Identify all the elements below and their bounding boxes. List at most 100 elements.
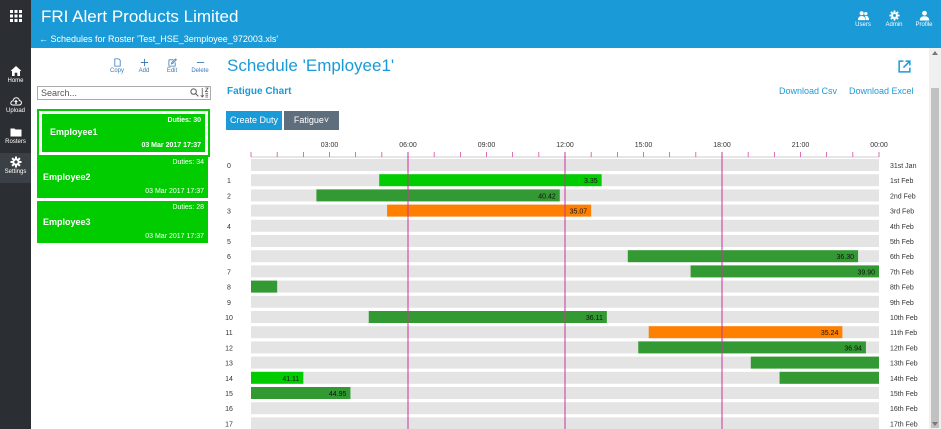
app-title: FRI Alert Products Limited — [41, 7, 239, 26]
row-background — [251, 356, 879, 369]
add-button[interactable]: Add — [132, 58, 156, 74]
row-background — [251, 311, 879, 323]
nav-upload[interactable]: Upload — [0, 92, 31, 122]
row-date-label: 1st Feb — [890, 178, 913, 185]
scroll-down-arrow-icon[interactable] — [932, 422, 938, 426]
row-index-label: 13 — [225, 361, 233, 368]
row-date-label: 2nd Feb — [890, 193, 916, 200]
users-icon — [857, 11, 869, 21]
plus-icon — [140, 58, 148, 67]
row-index-label: 12 — [225, 345, 233, 352]
employee-card-2[interactable]: Duties: 34 Employee2 03 Mar 2017 17:37 — [37, 156, 208, 198]
vertical-scrollbar[interactable] — [929, 48, 941, 429]
home-icon — [10, 66, 21, 76]
scrollbar-thumb[interactable] — [931, 88, 939, 428]
profile-icon — [919, 10, 929, 21]
row-date-label: 9th Feb — [890, 300, 914, 307]
duty-bar — [368, 311, 607, 323]
profile-button[interactable]: Profile — [911, 10, 937, 28]
row-index-label: 5 — [227, 239, 231, 246]
row-date-label: 10th Feb — [890, 315, 918, 322]
employee-card-3[interactable]: Duties: 28 Employee3 03 Mar 2017 17:37 — [37, 201, 208, 243]
search-icon[interactable] — [190, 88, 199, 97]
row-index-label: 8 — [227, 285, 231, 292]
row-index-label: 0 — [227, 163, 231, 170]
delete-button[interactable]: Delete — [188, 58, 212, 74]
download-excel-link[interactable]: Download Excel — [849, 86, 914, 96]
row-index-label: 9 — [227, 300, 231, 307]
nav-home[interactable]: Home — [0, 62, 31, 92]
employee-name: Employee1 — [50, 127, 98, 137]
row-date-label: 7th Feb — [890, 269, 914, 276]
chevron-down-icon: ˅ — [323, 115, 330, 125]
scroll-up-arrow-icon[interactable] — [932, 51, 938, 55]
employee-name: Employee3 — [43, 217, 91, 227]
duty-bar-label: 35.24 — [821, 330, 839, 337]
users-button[interactable]: Users — [850, 10, 876, 28]
admin-label: Admin — [885, 22, 903, 28]
employee-card-1[interactable]: Duties: 30 Employee1 03 Mar 2017 17:37 — [37, 109, 210, 157]
row-index-label: 17 — [225, 421, 233, 428]
row-background — [251, 295, 879, 308]
edit-icon — [167, 58, 177, 67]
create-duty-button[interactable]: Create Duty — [226, 111, 282, 130]
row-date-label: 13th Feb — [890, 361, 918, 368]
edit-label: Edit — [166, 68, 178, 74]
row-background — [251, 265, 879, 278]
sort-icon[interactable] — [200, 87, 209, 98]
row-date-label: 4th Feb — [890, 224, 914, 231]
nav-settings[interactable]: Settings — [0, 153, 31, 183]
download-csv-link[interactable]: Download Csv — [779, 86, 838, 96]
row-background — [251, 235, 879, 247]
breadcrumb-back-link[interactable]: ← Schedules for Roster 'Test_HSE_3employ… — [39, 34, 279, 44]
time-tick-label: 12:00 — [556, 142, 574, 149]
row-background — [251, 280, 879, 293]
row-date-label: 12th Feb — [890, 345, 918, 352]
left-nav: Home Upload Rosters Settings — [0, 0, 31, 429]
duty-bar — [750, 356, 879, 369]
nav-rosters[interactable]: Rosters — [0, 123, 31, 153]
row-date-label: 3rd Feb — [890, 209, 914, 216]
row-background — [251, 174, 879, 187]
duty-bar-label: 40.42 — [538, 193, 556, 200]
row-date-label: 17th Feb — [890, 421, 918, 428]
fatigue-select[interactable]: Fatigue˅ — [284, 111, 339, 130]
open-external-icon[interactable] — [897, 59, 912, 74]
settings-icon — [10, 156, 21, 168]
row-index-label: 10 — [225, 315, 233, 322]
row-date-label: 11th Feb — [890, 330, 917, 337]
copy-icon — [113, 58, 121, 67]
edit-button[interactable]: Edit — [160, 58, 184, 74]
duty-bar-label: 36.11 — [586, 315, 603, 322]
duty-bar-label: 36.94 — [844, 345, 862, 352]
nav-home-label: Home — [7, 78, 24, 84]
time-tick-label: 06:00 — [399, 142, 417, 149]
row-background — [251, 341, 879, 354]
add-label: Add — [138, 68, 150, 74]
employee-duties: Duties: 34 — [172, 159, 204, 166]
row-date-label: 5th Feb — [890, 239, 914, 246]
copy-button[interactable]: Copy — [105, 58, 129, 74]
time-tick-label: 21:00 — [792, 142, 810, 149]
nav-upload-label: Upload — [5, 108, 25, 114]
employee-name: Employee2 — [43, 172, 91, 182]
fatigue-select-value: Fatigue — [293, 115, 324, 125]
copy-label: Copy — [109, 68, 124, 74]
profile-label: Profile — [915, 22, 933, 28]
row-date-label: 6th Feb — [890, 254, 914, 261]
duty-bar — [251, 387, 351, 399]
duty-bar-label: 41.11 — [282, 376, 299, 383]
row-index-label: 14 — [225, 376, 233, 383]
employee-date: 03 Mar 2017 17:37 — [145, 233, 204, 240]
time-tick-label: 03:00 — [321, 142, 339, 149]
minus-icon — [196, 62, 204, 63]
row-background — [251, 159, 879, 171]
apps-grid-icon[interactable] — [0, 0, 31, 31]
search-input[interactable] — [37, 86, 211, 100]
admin-button[interactable]: Admin — [881, 10, 907, 28]
duty-bar — [387, 204, 592, 217]
duty-bar-label: 39.90 — [857, 269, 875, 276]
row-background — [251, 250, 879, 263]
employee-date: 03 Mar 2017 17:37 — [145, 188, 204, 195]
duty-bar — [638, 341, 866, 354]
